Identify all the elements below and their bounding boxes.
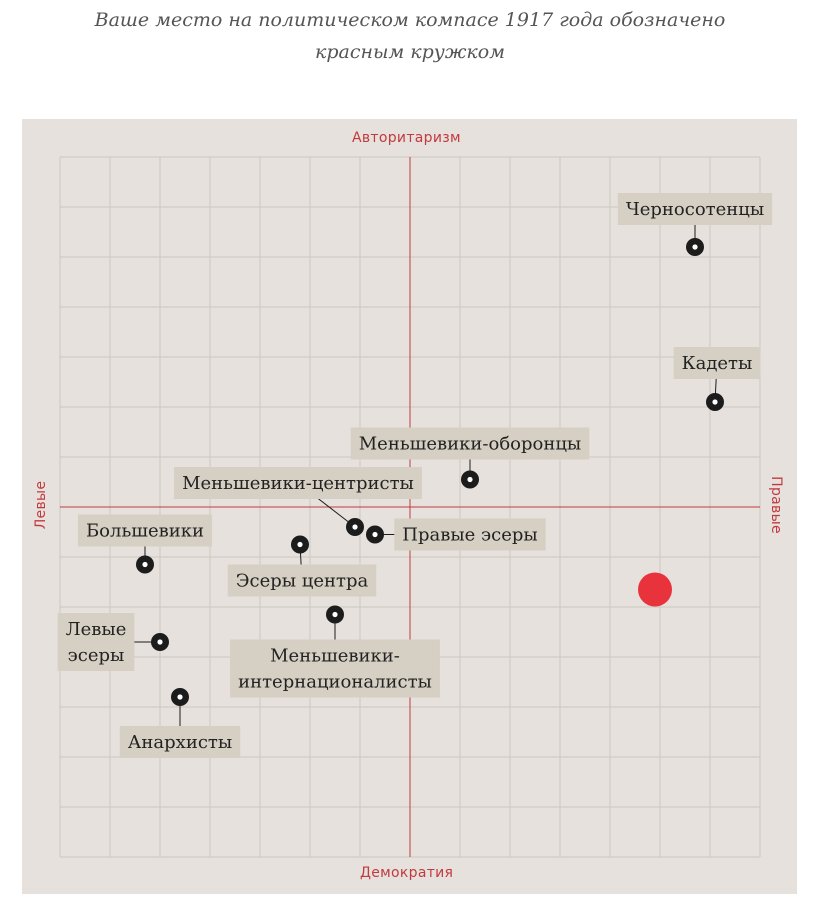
party-label-text: интернационалисты <box>238 672 432 693</box>
party-label-text: Кадеты <box>682 353 753 374</box>
party-label-box <box>174 467 422 499</box>
party-label-box <box>230 639 440 698</box>
chart-caption: Ваше место на политическом компасе 1917 … <box>60 4 760 68</box>
caption-line-1: Ваше место на политическом компасе 1917 … <box>94 9 726 31</box>
party-label-box <box>77 514 213 547</box>
compass-plot: Черносотенцы Кадеты Меньшевики-оборонцы Мен… <box>57 156 773 858</box>
party-marker-center <box>332 611 338 618</box>
political-compass-panel: Черносотенцы Кадеты Меньшевики-оборонцы Мен… <box>22 119 797 894</box>
party-label-9: Анархисты <box>119 726 241 758</box>
party-label-text: Большевики <box>86 521 204 542</box>
party-marker-center <box>297 541 303 548</box>
party-marker-center <box>712 399 718 405</box>
party-label-5: Большевики <box>77 514 213 547</box>
axis-label-democracy: Демократия <box>360 865 454 881</box>
party-label-text: Черносотенцы <box>626 199 764 220</box>
party-label-text: Меньшевики-оборонцы <box>359 434 582 455</box>
party-label-text: Меньшевики- <box>270 646 400 667</box>
party-label-7: Меньшевики-интернационалисты <box>230 639 440 698</box>
party-label-4: Правые эсеры <box>394 518 546 551</box>
party-label-box <box>394 518 546 551</box>
caption-line-2: красным кружком <box>315 41 505 63</box>
party-label-6: Эсеры центра <box>227 564 377 597</box>
party-label-text: Анархисты <box>128 732 232 753</box>
party-marker-center <box>352 524 358 530</box>
party-label-text: эсеры <box>68 645 125 666</box>
axis-label-left: Левые <box>33 480 49 530</box>
party-marker-center <box>177 694 183 700</box>
party-label-text: Левые <box>66 619 127 640</box>
party-marker-center <box>372 531 378 538</box>
party-marker-center <box>467 476 473 483</box>
party-label-8: Левые эсеры <box>57 613 135 671</box>
party-marker-center <box>692 244 698 250</box>
party-marker-center <box>142 561 148 568</box>
party-label-text: Правые эсеры <box>402 525 537 546</box>
user-position-dot <box>638 572 672 607</box>
party-label-2: Меньшевики-оборонцы <box>350 427 590 460</box>
axis-label-authoritarianism: Авторитаризм <box>352 130 461 146</box>
party-label-1: Кадеты <box>673 347 761 379</box>
axis-label-right: Правые <box>768 476 784 534</box>
party-label-3: Меньшевики-центристы <box>174 467 422 499</box>
party-label-box <box>57 613 135 671</box>
party-label-box <box>350 427 590 460</box>
party-label-text: Меньшевики-центристы <box>182 473 414 494</box>
party-label-box <box>119 726 241 758</box>
party-label-text: Эсеры центра <box>236 571 369 592</box>
party-label-box <box>673 347 761 379</box>
party-label-0: Черносотенцы <box>617 193 773 225</box>
party-marker-center <box>157 639 163 645</box>
party-label-box <box>617 193 773 225</box>
party-label-box <box>227 564 377 597</box>
